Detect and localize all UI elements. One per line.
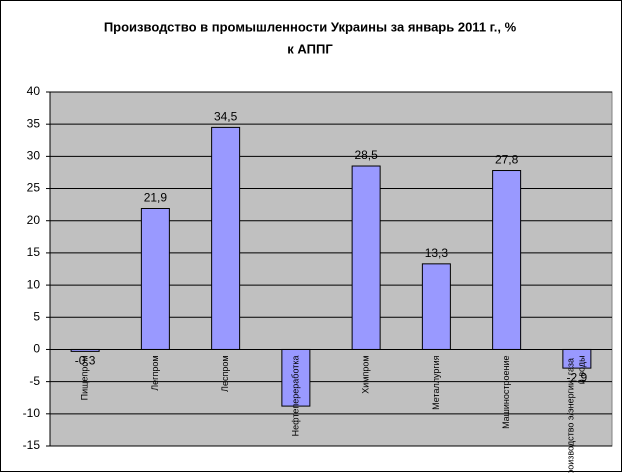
y-tick-label: 40 [27, 84, 41, 98]
bar [211, 126, 241, 350]
value-label: 34,5 [214, 110, 238, 124]
bar [140, 207, 170, 350]
bar [351, 165, 381, 350]
y-tick-label: 5 [33, 309, 40, 323]
y-tick-label: 10 [27, 277, 41, 291]
x-tick-label: Леспром [220, 355, 230, 391]
bar [421, 263, 451, 350]
y-tick-label: 25 [27, 181, 41, 195]
x-tick-label: Металлургия [431, 355, 441, 410]
x-tick-label: Нефтепереработка [290, 355, 300, 436]
x-tick-label: Химпром [361, 355, 371, 393]
value-label: -2,9 [567, 370, 588, 384]
value-label: 28,5 [354, 148, 378, 162]
chart-title: к АППГ [287, 41, 333, 56]
plot-area [49, 91, 613, 447]
x-tick-label: Машиностроение [501, 355, 511, 428]
y-tick-label: 15 [27, 245, 41, 259]
x-tick-label: Пищепром [80, 355, 90, 400]
bar [492, 170, 522, 350]
x-tick-label: Легпром [150, 355, 160, 390]
y-tick-label: 0 [33, 342, 40, 356]
value-label: 13,3 [425, 246, 449, 260]
value-label: 21,9 [144, 191, 168, 205]
value-label: -0,3 [75, 354, 96, 368]
x-tick-label: Производство э/энергии, газа и воды [566, 355, 587, 473]
value-label: 27,8 [495, 153, 519, 167]
y-tick-label: -15 [23, 438, 41, 452]
y-tick-label: -10 [23, 406, 41, 420]
y-tick-label: -5 [29, 374, 40, 388]
y-tick-label: 35 [27, 116, 41, 130]
chart-title: Производство в промышленности Украины за… [104, 19, 517, 34]
y-tick-label: 30 [27, 149, 41, 163]
y-tick-label: 20 [27, 213, 41, 227]
